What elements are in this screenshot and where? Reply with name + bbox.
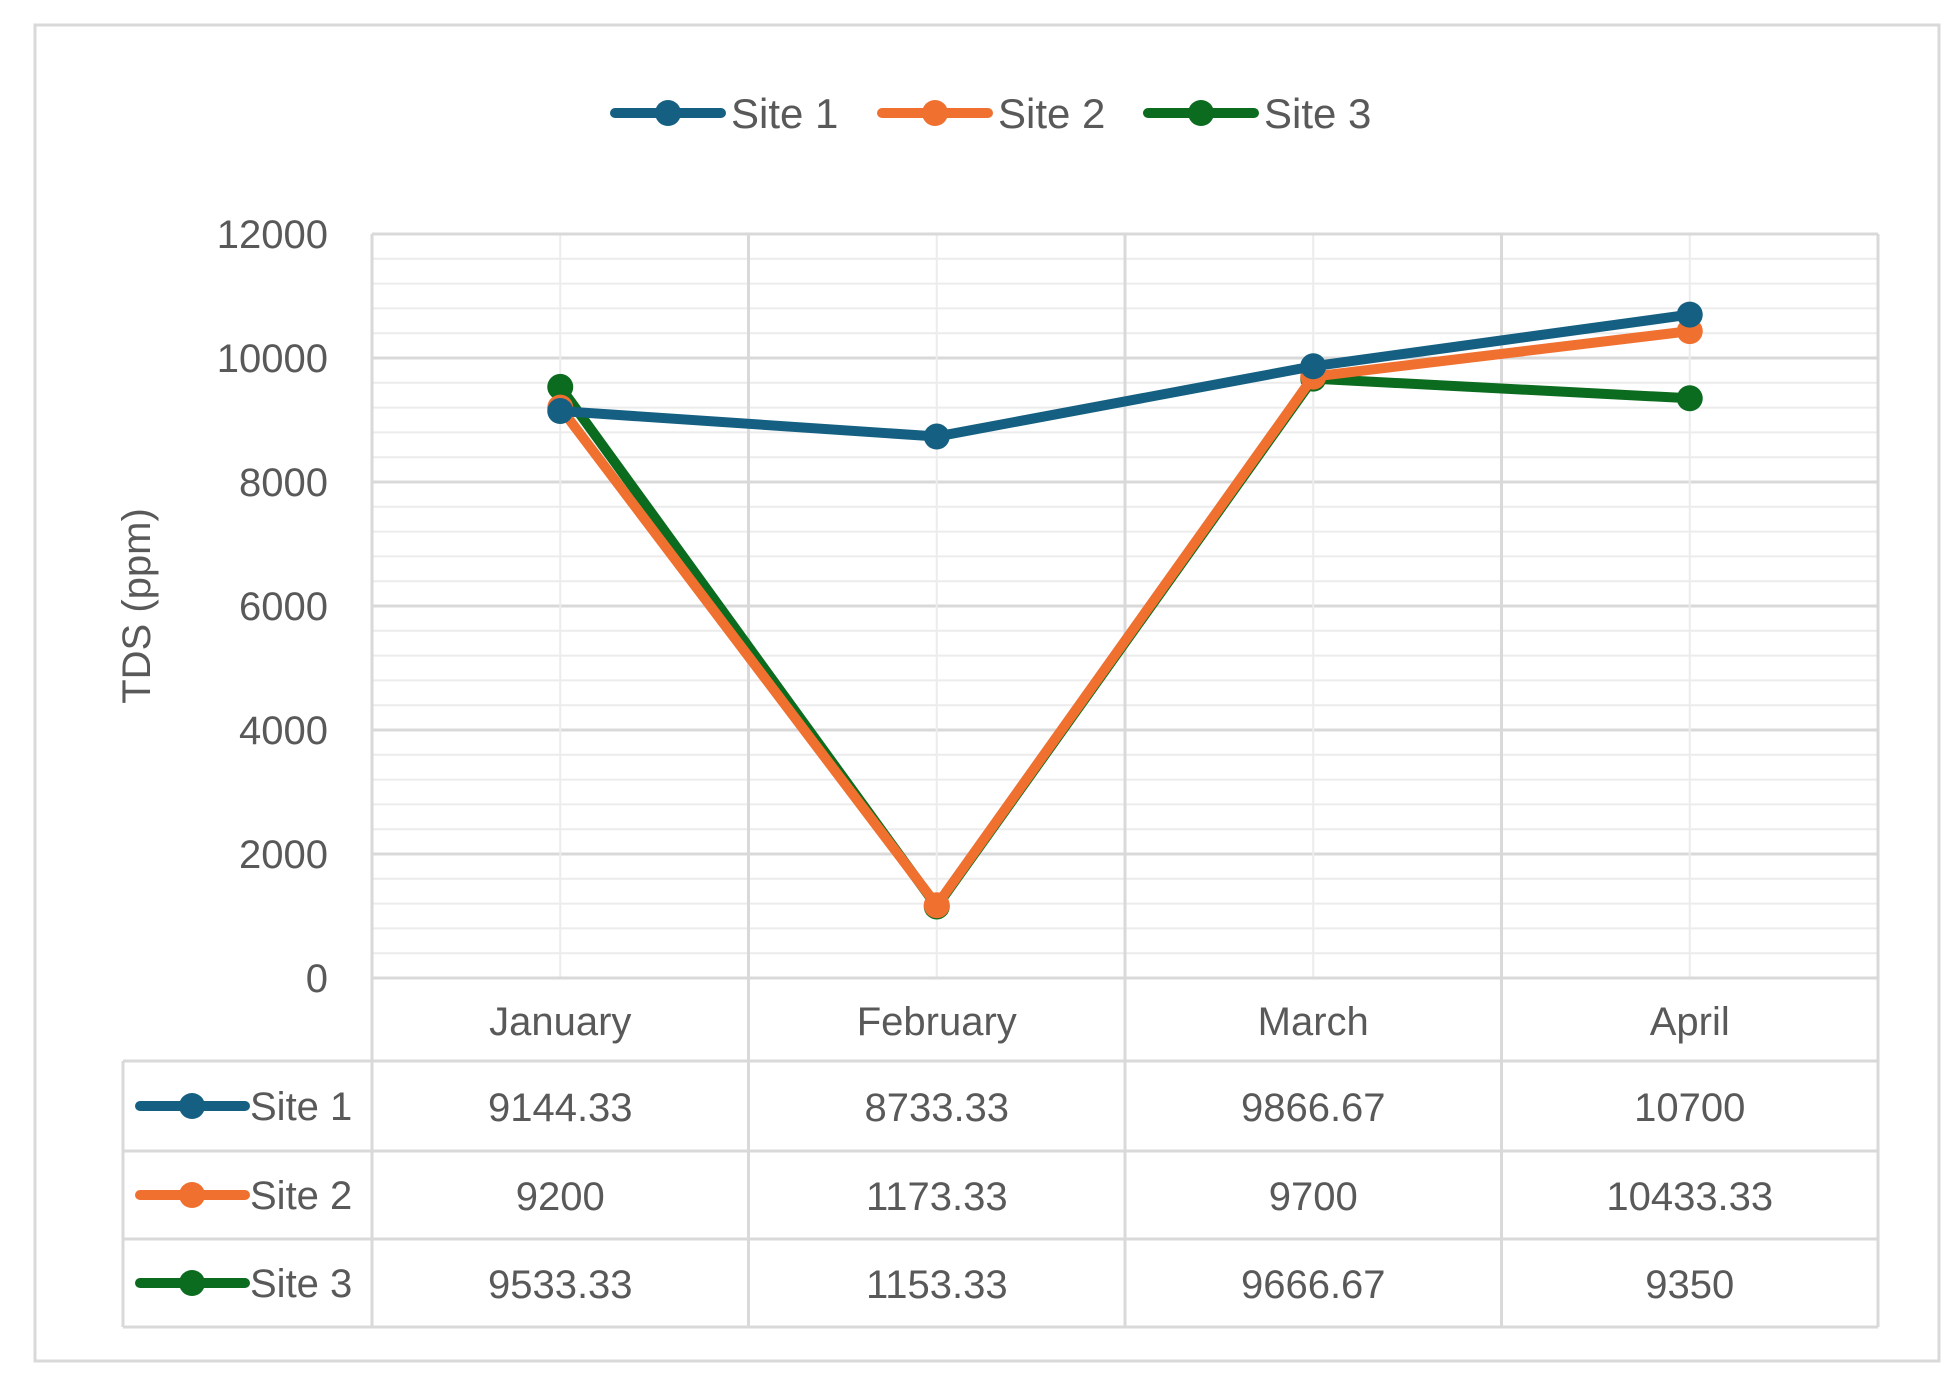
series-lines xyxy=(547,301,1703,920)
table-cell-value: 9200 xyxy=(516,1175,605,1219)
y-axis-ticks: 0 2000 4000 6000 8000 10000 12000 xyxy=(217,213,328,1001)
data-point xyxy=(1676,301,1703,328)
table-series-name: Site 1 xyxy=(250,1085,352,1129)
data-point xyxy=(923,423,950,450)
x-category-label: January xyxy=(489,1000,631,1044)
table-cell-value: 10700 xyxy=(1634,1086,1745,1130)
data-point xyxy=(1676,385,1703,412)
data-point xyxy=(1300,353,1327,380)
table-series-name: Site 3 xyxy=(250,1262,352,1306)
legend-marker xyxy=(655,100,681,126)
data-point xyxy=(547,398,574,425)
series-line-site-1 xyxy=(559,309,1691,442)
table-cell-value: 9666.67 xyxy=(1241,1263,1386,1307)
y-tick-label: 10000 xyxy=(217,337,328,381)
legend-marker xyxy=(922,100,948,126)
table-cell-value: 9700 xyxy=(1269,1175,1358,1219)
table-cell-value: 9866.67 xyxy=(1241,1086,1386,1130)
legend: Site 1 Site 2 Site 3 xyxy=(610,90,1371,137)
table-cell-value: 10433.33 xyxy=(1606,1175,1773,1219)
chart-border xyxy=(33,23,1941,1363)
legend-label: Site 1 xyxy=(731,90,838,137)
table-legend-marker xyxy=(179,1093,205,1119)
table-cell-value: 1153.33 xyxy=(866,1263,1008,1307)
data-point xyxy=(923,892,950,919)
table-cell-value: 9350 xyxy=(1645,1263,1734,1307)
x-category-label: March xyxy=(1258,1000,1369,1044)
y-axis-label: TDS (ppm) xyxy=(115,508,159,704)
y-tick-label: 8000 xyxy=(239,461,328,505)
legend-marker xyxy=(1188,100,1214,126)
x-category-label: April xyxy=(1650,1000,1730,1044)
data-table: January February March April Site 1 9144.33 87… xyxy=(121,232,1880,1329)
table-legend-marker xyxy=(179,1182,205,1208)
data-point xyxy=(547,373,574,400)
table-cell-value: 1173.33 xyxy=(866,1175,1008,1219)
y-tick-label: 4000 xyxy=(239,709,328,753)
table-legend-marker xyxy=(179,1270,205,1296)
legend-label: Site 2 xyxy=(998,90,1105,137)
table-series-name: Site 2 xyxy=(250,1174,352,1218)
table-cell-value: 9533.33 xyxy=(488,1263,633,1307)
x-category-label: February xyxy=(857,1000,1017,1044)
y-tick-label: 12000 xyxy=(217,213,328,257)
legend-label: Site 3 xyxy=(1264,90,1371,137)
y-tick-label: 2000 xyxy=(239,833,328,877)
y-tick-label: 6000 xyxy=(239,585,328,629)
y-tick-label: 0 xyxy=(306,957,328,1001)
series-line-site-2 xyxy=(556,326,1691,911)
table-cell-value: 8733.33 xyxy=(864,1086,1009,1130)
table-cell-value: 9144.33 xyxy=(488,1086,633,1130)
